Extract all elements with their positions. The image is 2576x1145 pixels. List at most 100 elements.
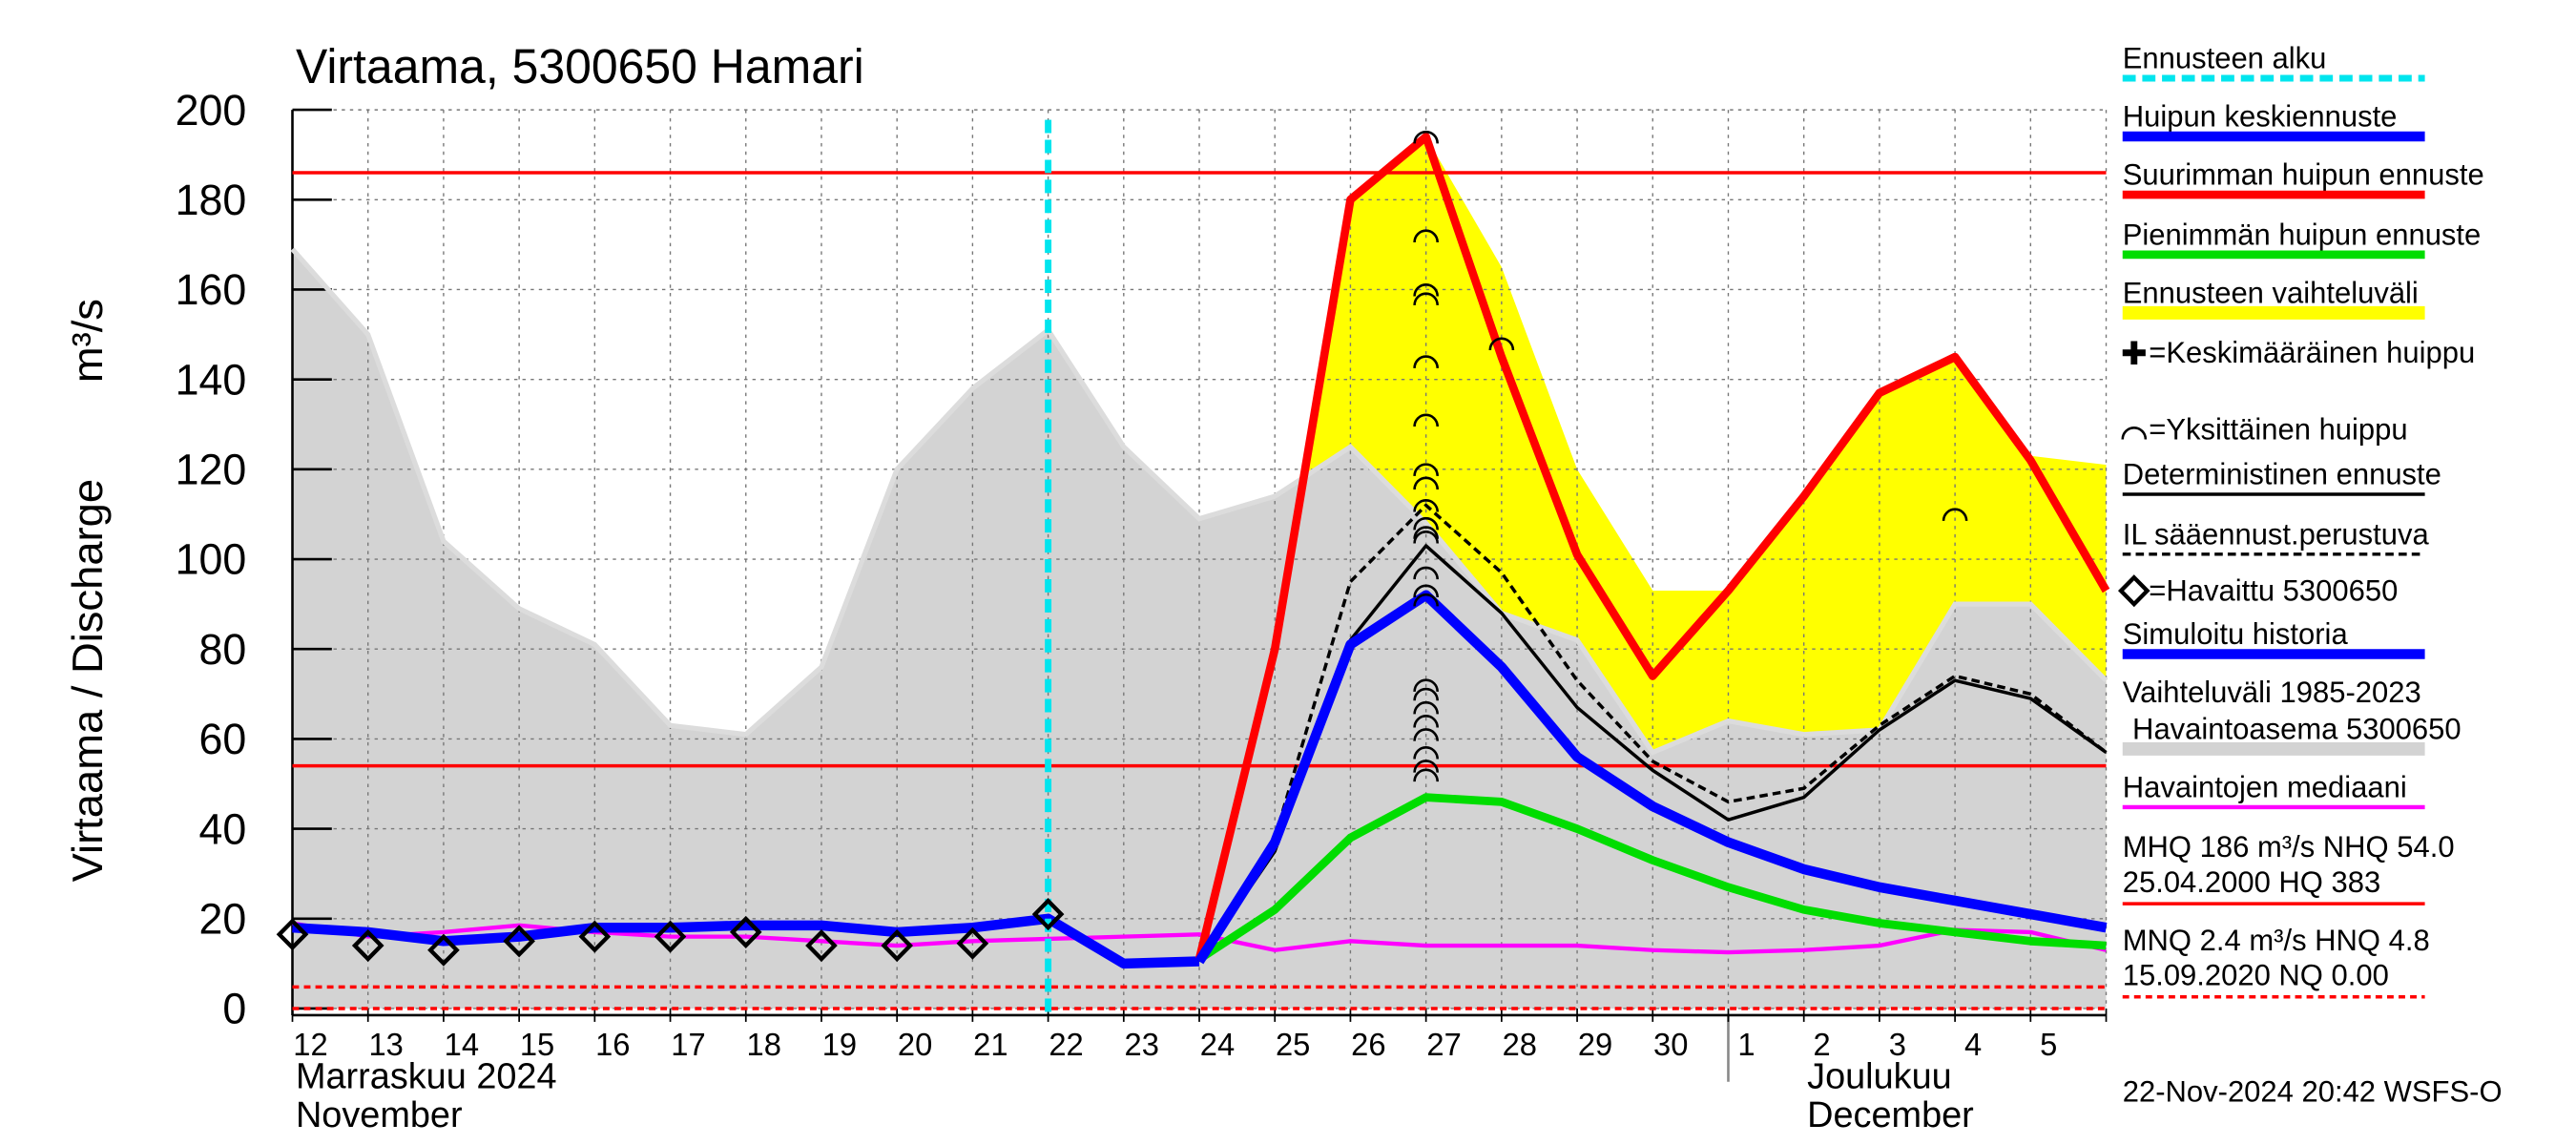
observed-marker — [956, 926, 989, 960]
x-tick-label: 3 — [1889, 1027, 1906, 1062]
month-label: Marraskuu 2024 — [296, 1055, 557, 1096]
observed-marker — [578, 920, 612, 953]
y-tick-label: 60 — [199, 715, 247, 763]
y-tick-label: 100 — [176, 534, 247, 583]
peak-marker — [1413, 476, 1439, 490]
series-line — [1195, 590, 2108, 965]
x-tick-label: 21 — [973, 1027, 1008, 1062]
x-tick-label: 20 — [898, 1027, 932, 1062]
x-tick-label: 14 — [445, 1027, 479, 1062]
peak-marker — [1413, 687, 1439, 701]
x-tick-label: 26 — [1351, 1027, 1385, 1062]
legend-label: MHQ 186 m³/s NHQ 54.0 — [2123, 830, 2455, 864]
month-label: November — [296, 1094, 463, 1135]
peak-marker — [1413, 593, 1439, 607]
x-tick-label: 29 — [1578, 1027, 1612, 1062]
legend-label: Huipun keskiennuste — [2123, 99, 2398, 133]
x-tick-label: 17 — [671, 1027, 705, 1062]
observed-marker — [503, 925, 535, 958]
x-tick-label: 15 — [520, 1027, 554, 1062]
x-tick-label: 4 — [1964, 1027, 1982, 1062]
legend-label: 15.09.2020 NQ 0.00 — [2123, 958, 2389, 991]
peak-marker — [1413, 746, 1439, 760]
y-tick-label: 160 — [176, 265, 247, 314]
peak-marker — [1413, 768, 1439, 782]
legend-swatch — [2117, 574, 2150, 608]
x-tick-label: 13 — [368, 1027, 403, 1062]
timestamp: 22-Nov-2024 20:42 WSFS-O — [2123, 1074, 2503, 1108]
legend-label: =Yksittäinen huippu — [2149, 412, 2407, 446]
x-tick-label: 16 — [595, 1027, 630, 1062]
legend-label: Pienimmän huipun ennuste — [2123, 218, 2482, 251]
peak-marker — [1413, 282, 1439, 297]
legend-label: Suurimman huipun ennuste — [2123, 157, 2484, 191]
peak-marker — [1413, 715, 1439, 728]
observed-marker — [805, 929, 838, 963]
peak-marker — [1942, 508, 1968, 522]
legend-label: Deterministinen ennuste — [2123, 457, 2441, 490]
y-tick-label: 0 — [222, 984, 246, 1032]
y-tick-label: 140 — [176, 355, 247, 404]
series-line — [1197, 503, 2108, 963]
x-tick-label: 24 — [1200, 1027, 1235, 1062]
legend-label: MNQ 2.4 m³/s HNQ 4.8 — [2123, 924, 2430, 957]
legend-swatch — [2121, 426, 2148, 440]
legend-label: Vaihteluväli 1985-2023 — [2123, 676, 2421, 709]
observed-marker — [1031, 898, 1065, 931]
series-line — [1195, 133, 2110, 961]
x-tick-label: 5 — [2040, 1027, 2057, 1062]
range-edge — [290, 247, 2109, 756]
peak-marker — [1413, 292, 1439, 305]
x-tick-label: 12 — [293, 1027, 327, 1062]
x-tick-label: 28 — [1503, 1027, 1537, 1062]
peak-marker — [1413, 530, 1439, 544]
y-tick-label: 180 — [176, 176, 247, 224]
peak-marker — [1413, 700, 1439, 715]
peak-marker — [1413, 130, 1439, 144]
observed-marker — [276, 918, 309, 951]
chart-title: Virtaama, 5300650 Hamari — [296, 40, 864, 94]
y-tick-label: 20 — [199, 894, 247, 943]
x-tick-label: 18 — [747, 1027, 781, 1062]
y-tick-label: 200 — [176, 86, 247, 135]
observed-marker — [729, 915, 762, 948]
legend-label: IL sääennust.perustuva — [2123, 517, 2430, 551]
legend-label: Havaintojen mediaani — [2123, 770, 2407, 803]
peak-marker — [1413, 229, 1439, 243]
observed-marker — [881, 929, 913, 963]
peak-marker — [1413, 566, 1439, 580]
peak-marker — [1413, 760, 1439, 773]
legend-label: =Keskimääräinen huippu — [2149, 336, 2475, 369]
observed-marker — [351, 929, 384, 963]
peak-marker — [1488, 337, 1515, 351]
peak-marker — [1413, 584, 1439, 598]
legend-label: =Havaittu 5300650 — [2149, 573, 2398, 607]
x-tick-label: 19 — [822, 1027, 857, 1062]
peak-marker — [1413, 516, 1439, 531]
peak-marker — [1413, 526, 1439, 539]
legend-label: Ennusteen alku — [2123, 41, 2327, 74]
month-label: December — [1807, 1094, 1974, 1135]
y-axis-unit: m³/s — [63, 299, 112, 383]
legend-label: 25.04.2000 HQ 383 — [2123, 865, 2380, 899]
peak-marker — [1413, 678, 1439, 692]
peak-marker — [1413, 728, 1439, 741]
legend-label: Simuloitu historia — [2123, 617, 2349, 651]
legend-label: Havaintoasema 5300650 — [2132, 712, 2462, 745]
legend-label: Ennusteen vaihteluväli — [2123, 276, 2419, 309]
x-tick-label: 2 — [1814, 1027, 1831, 1062]
y-tick-label: 40 — [199, 804, 247, 853]
observed-marker — [654, 920, 687, 953]
x-tick-label: 25 — [1276, 1027, 1310, 1062]
x-tick-label: 30 — [1653, 1027, 1688, 1062]
peak-marker — [1413, 413, 1439, 427]
legend-swatch — [2122, 341, 2146, 364]
x-tick-label: 27 — [1426, 1027, 1461, 1062]
series-line — [1196, 793, 2107, 963]
month-label: Joulukuu — [1807, 1055, 1952, 1096]
y-axis-label: Virtaama / Discharge — [63, 479, 112, 882]
observed-marker — [427, 933, 460, 967]
peak-marker — [1413, 463, 1439, 476]
